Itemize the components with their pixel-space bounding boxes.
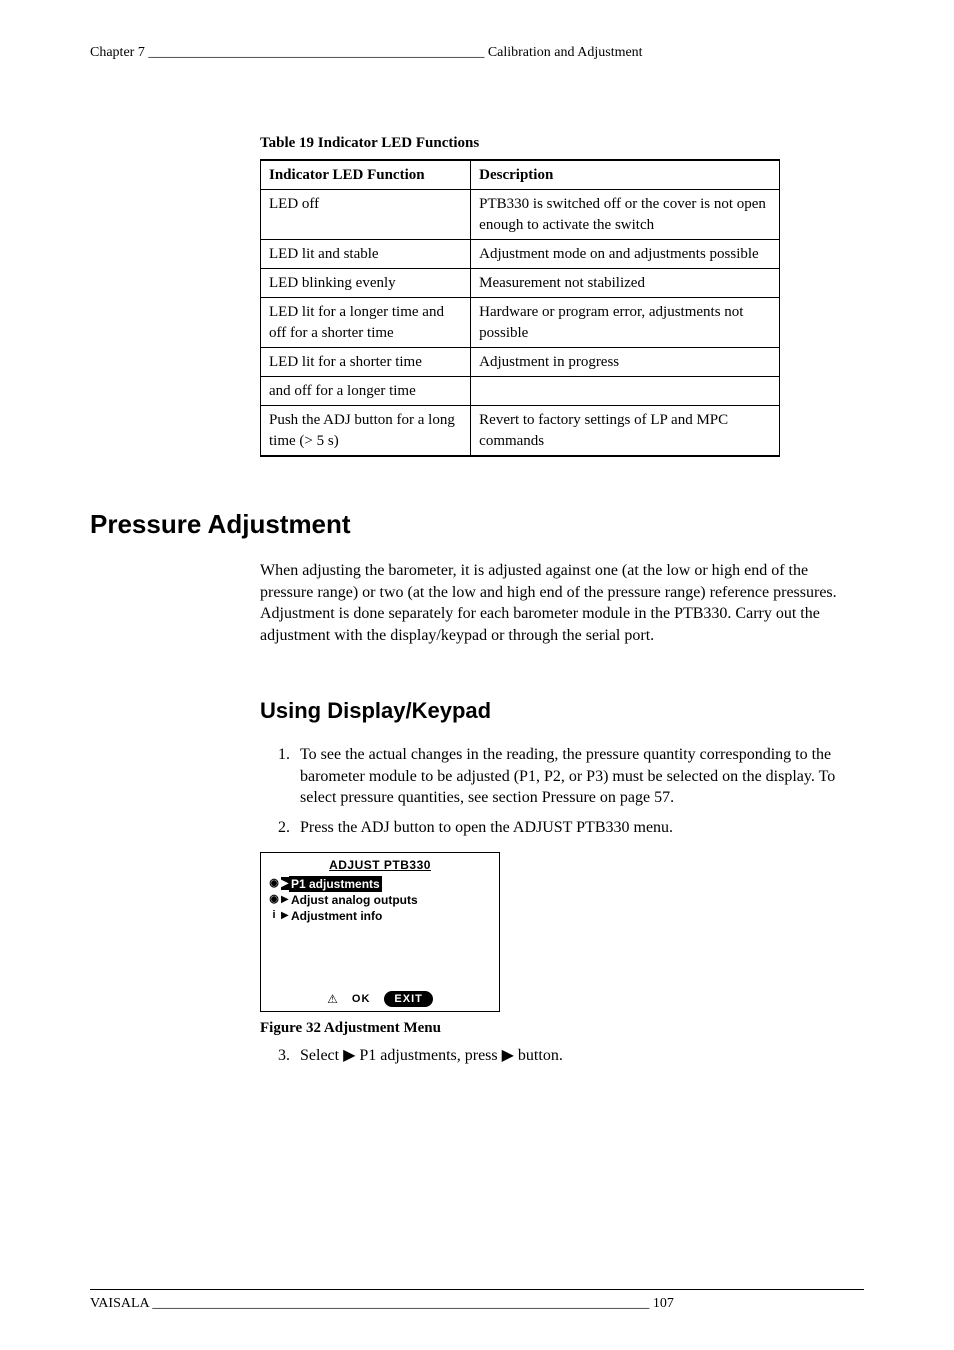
table-cell: Measurement not stabilized	[471, 269, 780, 298]
section-title: Pressure Adjustment	[90, 507, 864, 542]
table-cell: LED lit and stable	[261, 239, 471, 268]
table-cell: Hardware or program error, adjustments n…	[471, 298, 780, 348]
table-row: LED off PTB330 is switched off or the co…	[261, 190, 780, 240]
table-cell: LED lit for a shorter time	[261, 347, 471, 376]
footer-rule	[90, 1289, 864, 1290]
table-row: LED blinking evenly Measurement not stab…	[261, 269, 780, 298]
step-1: To see the actual changes in the reading…	[294, 744, 864, 809]
table-cell: PTB330 is switched off or the cover is n…	[471, 190, 780, 240]
table-col-1: Description	[471, 160, 780, 190]
ok-button[interactable]: OK	[352, 992, 371, 1007]
table-row: LED lit and stable Adjustment mode on an…	[261, 239, 780, 268]
chevron-right-icon: ▶	[281, 909, 289, 923]
table-col-0: Indicator LED Function	[261, 160, 471, 190]
footer-left: VAISALA ________________________________…	[90, 1295, 674, 1314]
table-cell: and off for a longer time	[261, 377, 471, 406]
table-cell: Push the ADJ button for a long time (> 5…	[261, 406, 471, 456]
table-row: Push the ADJ button for a long time (> 5…	[261, 406, 780, 456]
lcd-screenshot: ADJUST PTB330 ◉ ▶ P1 adjustments ◉ ▶ Adj…	[260, 852, 500, 1012]
table-cell: LED blinking evenly	[261, 269, 471, 298]
gauge-icon: ◉	[267, 892, 281, 907]
chevron-right-icon: ▶	[281, 893, 289, 907]
table-cell: Adjustment mode on and adjustments possi…	[471, 239, 780, 268]
lcd-item-info[interactable]: i ▶ Adjustment info	[267, 908, 493, 924]
led-functions-table: Indicator LED Function Description LED o…	[260, 159, 780, 457]
table-row: and off for a longer time	[261, 377, 780, 406]
subsection-title: Using Display/Keypad	[260, 696, 864, 726]
header-left: Chapter 7 ______________________________…	[90, 44, 643, 63]
table-cell: Revert to factory settings of LP and MPC…	[471, 406, 780, 456]
table-cell	[471, 377, 780, 406]
exit-button[interactable]: EXIT	[384, 991, 432, 1008]
lcd-item-label: P1 adjustments	[289, 876, 382, 892]
step-3: Select ▶ P1 adjustments, press ▶ button.	[294, 1045, 864, 1067]
warning-icon: ⚠	[327, 991, 338, 1007]
table-row: LED lit for a longer time and off for a …	[261, 298, 780, 348]
table-row: LED lit for a shorter time Adjustment in…	[261, 347, 780, 376]
lcd-item-label: Adjustment info	[289, 908, 384, 924]
lcd-title: ADJUST PTB330	[267, 857, 493, 873]
info-icon: i	[267, 908, 281, 923]
chevron-right-icon: ▶	[281, 877, 289, 891]
table-cell: Adjustment in progress	[471, 347, 780, 376]
lcd-item-label: Adjust analog outputs	[289, 892, 420, 908]
table-cell: LED lit for a longer time and off for a …	[261, 298, 471, 348]
steps-list: To see the actual changes in the reading…	[260, 744, 864, 838]
step-2: Press the ADJ button to open the ADJUST …	[294, 817, 864, 839]
lcd-item-analog[interactable]: ◉ ▶ Adjust analog outputs	[267, 892, 493, 908]
lcd-item-p1[interactable]: ◉ ▶ P1 adjustments	[267, 876, 493, 892]
figure-caption: Figure 32 Adjustment Menu	[260, 1018, 864, 1038]
gauge-icon: ◉	[267, 876, 281, 891]
steps-list-cont: Select ▶ P1 adjustments, press ▶ button.	[260, 1045, 864, 1067]
table-cell: LED off	[261, 190, 471, 240]
table-caption: Table 19 Indicator LED Functions	[260, 133, 864, 153]
intro-paragraph: When adjusting the barometer, it is adju…	[260, 560, 864, 646]
